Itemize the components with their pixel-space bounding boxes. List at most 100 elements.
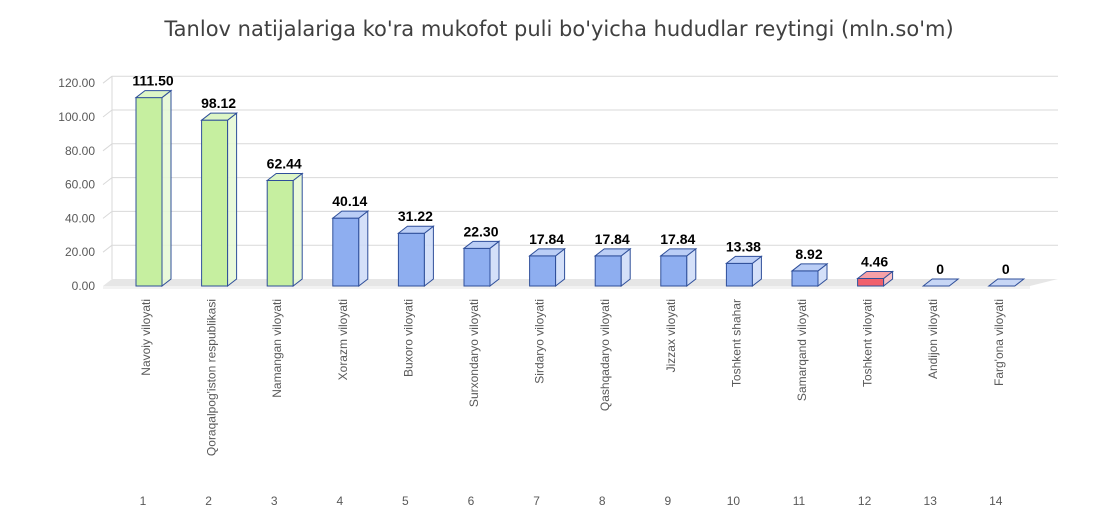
bar-front — [594, 255, 622, 287]
bar — [331, 210, 370, 288]
category-label: Sirdaryo viloyati — [533, 299, 547, 384]
gridline-side — [102, 244, 113, 253]
bars — [134, 89, 1026, 288]
category-label: Toshkent shahar — [729, 299, 743, 387]
bar-top — [593, 248, 632, 257]
bar-top — [134, 90, 173, 99]
category-rank: 1 — [140, 494, 147, 508]
bar-front — [529, 255, 557, 287]
bar-value-label: 98.12 — [201, 95, 236, 111]
bar-top — [528, 248, 567, 257]
y-tick-label: 100.00 — [58, 110, 95, 124]
chart-floor — [103, 279, 1058, 289]
gridline-side — [102, 177, 113, 185]
bar-front — [857, 277, 885, 287]
category-label: Qashqadaryo viloyati — [598, 299, 612, 411]
bar-top — [921, 278, 960, 287]
y-tick-label: 40.00 — [65, 211, 95, 225]
category-label: Toshkent viloyati — [861, 299, 875, 387]
category-rank: 9 — [664, 494, 671, 508]
bar — [396, 225, 435, 288]
bar-value-label: 0 — [936, 261, 944, 277]
bar-value-label: 111.50 — [132, 73, 173, 89]
category-label: Namangan viloyati — [270, 299, 284, 398]
bar-value-label: 17.84 — [660, 231, 695, 247]
bar — [462, 240, 501, 288]
bar-top — [790, 263, 829, 272]
category-rank: 5 — [402, 494, 409, 508]
category-rank: 11 — [793, 494, 806, 508]
gridline-side — [102, 75, 113, 84]
category-rank: 3 — [271, 494, 278, 508]
bar — [528, 247, 567, 288]
bar-value-label: 22.30 — [463, 223, 498, 239]
bar-top — [462, 240, 501, 249]
category-rank: 6 — [468, 494, 475, 508]
bar — [134, 89, 173, 288]
bar-value-label: 0 — [1002, 261, 1010, 277]
gridline-side — [102, 109, 113, 118]
y-tick-label: 20.00 — [65, 245, 95, 259]
category-rank: 10 — [727, 494, 741, 508]
bar-value-label: 17.84 — [595, 231, 630, 247]
bar-side — [489, 240, 500, 288]
category-label: Buxoro viloyati — [401, 299, 415, 377]
bar — [593, 247, 632, 288]
bar-top — [987, 278, 1026, 287]
bar — [659, 247, 698, 288]
category-label: Navoiy viloyati — [139, 299, 153, 376]
bar-value-label: 40.14 — [332, 193, 367, 209]
category-label: Qoraqalpog'iston respublikasi — [205, 299, 219, 456]
bar-front — [660, 255, 688, 287]
bar-front — [397, 232, 425, 287]
category-rank: 2 — [205, 494, 212, 508]
category-label: Andijon viloyati — [926, 299, 940, 379]
bar-side — [227, 112, 238, 288]
bar-side — [423, 225, 434, 288]
bar — [987, 278, 1026, 287]
data-labels: 111.50 98.12 62.44 40.14 31.22 22.30 17.84 17.8… — [132, 73, 1010, 277]
bar-top — [265, 172, 304, 181]
bar-value-label: 8.92 — [795, 246, 822, 262]
category-label: Farg'ona viloyati — [992, 299, 1006, 386]
category-rank: 7 — [533, 494, 540, 508]
bar-front — [332, 217, 360, 287]
bar — [265, 172, 304, 288]
bar — [790, 262, 829, 288]
bar-value-label: 31.22 — [398, 208, 433, 224]
bar-front — [135, 97, 163, 287]
category-rank: 13 — [924, 494, 938, 508]
bar-top — [331, 210, 370, 219]
category-rank: 8 — [599, 494, 606, 508]
bar-side — [292, 172, 303, 288]
bar — [200, 112, 239, 288]
bar-value-label: 4.46 — [861, 253, 888, 269]
gridlines — [102, 75, 1058, 279]
bar-top — [396, 225, 435, 234]
floor-edge — [103, 286, 1030, 289]
x-axis-ranks: 1 2 3 4 5 6 7 8 9 10 11 12 13 14 — [140, 494, 1003, 508]
chart-title: Tanlov natijalariga ko'ra mukofot puli b… — [163, 17, 953, 41]
bar-front — [725, 262, 753, 287]
category-label: Xorazm viloyati — [336, 299, 350, 380]
x-axis-categories: Navoiy viloyati Qoraqalpog'iston respubli… — [139, 299, 1006, 456]
category-label: Surxondaryo viloyati — [467, 299, 481, 407]
bar-top — [724, 255, 763, 264]
bar — [856, 270, 895, 288]
y-tick-label: 80.00 — [65, 144, 95, 158]
category-label: Samarqand viloyati — [795, 299, 809, 401]
bar-value-label: 62.44 — [267, 155, 302, 171]
bar-value-label: 13.38 — [726, 238, 761, 254]
bar-top — [856, 270, 895, 279]
floor — [103, 279, 1058, 286]
bar-side — [358, 210, 369, 288]
y-tick-label: 0.00 — [72, 279, 96, 293]
bar-top — [200, 112, 239, 121]
y-axis: 0.00 20.00 40.00 60.00 80.00 100.00 120.00 — [58, 76, 95, 293]
category-rank: 12 — [858, 494, 872, 508]
bar-front — [463, 247, 491, 287]
y-tick-label: 60.00 — [65, 178, 95, 192]
category-label: Jizzax viloyati — [664, 299, 678, 372]
bar-front — [791, 270, 819, 287]
